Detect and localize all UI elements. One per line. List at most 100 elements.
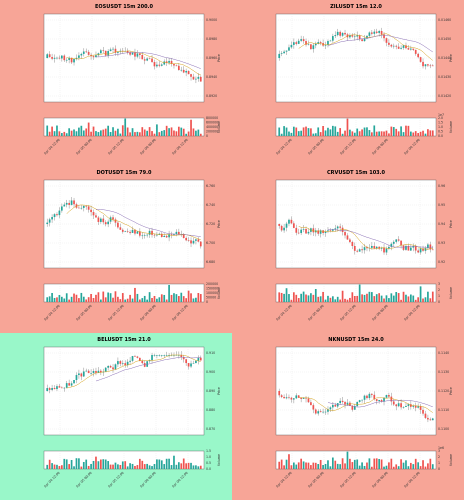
volume-bar: [87, 465, 90, 469]
volume-bar: [143, 464, 146, 469]
candle-body: [292, 223, 295, 228]
volume-bar: [373, 296, 376, 302]
candle-body: [414, 49, 417, 54]
candle-body: [117, 51, 119, 53]
volume-bar: [46, 464, 49, 469]
volume-bar: [285, 288, 288, 302]
volume-bar: [414, 299, 417, 302]
volume-bar: [151, 466, 153, 469]
candle-body: [170, 60, 173, 64]
candle-body: [68, 383, 71, 386]
volume-bar: [341, 133, 344, 136]
volume-tick-label: 3: [438, 282, 440, 286]
volume-bar: [370, 132, 373, 136]
volume-bar: [114, 130, 117, 136]
candle-body: [160, 233, 163, 238]
volume-bar: [312, 294, 315, 302]
x-tick-label: Apr 05 12:00: [107, 138, 125, 156]
candle-body: [361, 249, 363, 251]
candle-body: [363, 247, 366, 251]
candle-body: [138, 357, 141, 361]
volume-bar: [85, 459, 88, 469]
volume-bar: [109, 132, 112, 136]
candle-body: [397, 46, 400, 49]
candle-body: [361, 399, 363, 401]
candle-body: [392, 401, 395, 405]
candle-body: [185, 237, 188, 241]
volume-bar: [312, 462, 315, 469]
candle-body: [87, 51, 90, 55]
volume-bar: [405, 294, 407, 302]
volume-bar: [375, 294, 378, 302]
volume-bar: [141, 460, 144, 469]
candle-body: [109, 365, 112, 368]
volume-bar: [99, 130, 102, 136]
volume-bar: [336, 463, 339, 469]
candle-body: [199, 76, 202, 82]
candle-body: [141, 54, 144, 60]
candle-body: [319, 42, 322, 44]
volume-bar: [92, 460, 95, 469]
y-tick-label: 6.700: [206, 241, 215, 245]
volume-bar: [322, 291, 324, 302]
candle-body: [158, 233, 161, 235]
candle-body: [390, 243, 393, 247]
x-tick-label: Apr 04 12:00: [43, 138, 61, 156]
volume-bar: [63, 458, 66, 469]
candle-body: [187, 363, 190, 367]
candle-body: [60, 206, 63, 211]
candle-body: [65, 202, 68, 205]
volume-bar: [300, 458, 303, 469]
volume-bar: [390, 293, 393, 302]
candle-body: [310, 402, 312, 406]
moving-average-line: [95, 209, 201, 238]
volume-bar: [146, 299, 149, 302]
chart-belusdt: BELUSDT 15m 21.0 0.870 0.880 0.890 0.900 0.91…: [0, 333, 232, 500]
volume-bar: [314, 462, 317, 469]
moving-average-line: [327, 229, 433, 248]
volume-bar: [397, 293, 400, 302]
volume-bar: [190, 293, 192, 302]
volume-bar: [114, 291, 117, 302]
y-tick-label: 0.9000: [206, 18, 217, 22]
volume-bar: [112, 297, 114, 302]
volume-bar: [334, 299, 337, 302]
candle-body: [427, 64, 429, 66]
volume-bar: [168, 128, 170, 136]
volume-bar: [165, 458, 168, 469]
volume-bar: [358, 465, 361, 469]
volume-bar: [358, 284, 361, 302]
volume-bar: [429, 298, 432, 302]
volume-bar: [158, 132, 161, 136]
candle-body: [344, 401, 346, 405]
candle-body: [407, 245, 410, 251]
candle-body: [82, 51, 85, 54]
candle-body: [373, 394, 376, 400]
candle-body: [417, 250, 420, 253]
candle-body: [302, 397, 305, 399]
volume-tick-label: 0: [438, 300, 440, 304]
candle-body: [278, 391, 281, 396]
volume-bar: [373, 458, 376, 469]
candle-body: [283, 51, 285, 54]
candle-body: [312, 405, 315, 410]
volume-bar: [331, 125, 334, 136]
volume-bar: [329, 466, 332, 469]
candle-body: [346, 402, 349, 405]
candle-body: [422, 61, 424, 67]
volume-bar: [429, 130, 432, 136]
volume-bar: [351, 131, 354, 136]
volume-bar: [305, 462, 307, 469]
volume-bar: [121, 125, 124, 136]
candle-body: [397, 239, 400, 241]
volume-bar: [336, 131, 339, 136]
candle-body: [63, 387, 66, 389]
volume-bar: [312, 133, 315, 136]
volume-bar: [63, 131, 66, 136]
volume-bar: [58, 466, 61, 469]
volume-bar: [121, 293, 124, 302]
chart-title: ZILUSDT 15m 12.0: [330, 4, 382, 10]
candle-body: [99, 50, 102, 54]
candle-body: [390, 396, 393, 402]
x-tick-label: Apr 06 00:00: [139, 304, 157, 322]
